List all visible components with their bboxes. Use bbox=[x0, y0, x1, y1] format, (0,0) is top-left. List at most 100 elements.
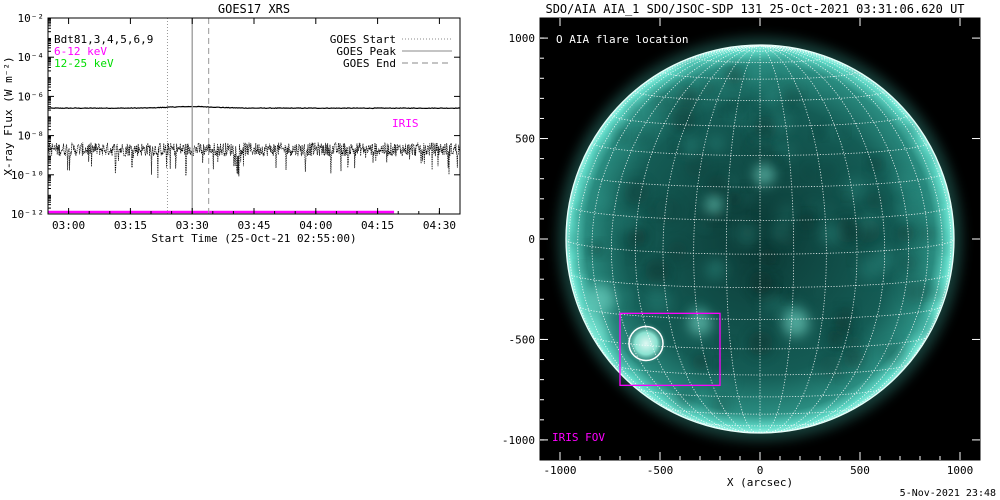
aia-y-tick-label: 0 bbox=[528, 233, 535, 246]
disk-texture-blob bbox=[873, 248, 896, 271]
aia-y-tick-label: 500 bbox=[515, 133, 535, 146]
disk-texture-blob bbox=[826, 329, 845, 348]
aia-solar-disk bbox=[558, 37, 962, 441]
disk-texture-blob bbox=[671, 390, 692, 411]
goes-short-channel-line bbox=[48, 141, 460, 179]
flare-brightening bbox=[623, 321, 669, 366]
goes-y-tick-label: 10⁻⁴ bbox=[18, 51, 45, 64]
longitude-line bbox=[577, 45, 761, 429]
aia-y-tick-label: 1000 bbox=[509, 32, 536, 45]
disk-texture-blob bbox=[717, 360, 727, 370]
aia-x-tick-label: 500 bbox=[850, 464, 870, 477]
longitude-line bbox=[759, 45, 952, 415]
disk-texture-blob bbox=[904, 280, 930, 305]
aia-x-axis-label: X (arcsec) bbox=[727, 476, 793, 489]
goes-x-tick-label: 04:30 bbox=[423, 219, 456, 232]
disk-texture-blob bbox=[645, 288, 671, 314]
aia-axes: -1000 -1000 -500 -500 0 0 500 500 1000 1000 bbox=[502, 18, 980, 477]
disk-texture-blob bbox=[902, 127, 910, 134]
disk-texture-blob bbox=[576, 262, 584, 271]
disk-texture-blob bbox=[901, 256, 917, 272]
disk-texture-blob bbox=[707, 135, 725, 153]
disk-texture-blob bbox=[724, 173, 742, 191]
disk-texture-blob bbox=[704, 258, 727, 281]
disk-texture-blob bbox=[843, 177, 867, 201]
disk-texture-blob bbox=[848, 258, 855, 265]
disk-texture-blob bbox=[827, 121, 848, 141]
goes-x-tick-label: 03:45 bbox=[237, 219, 270, 232]
disk-texture-blob bbox=[761, 292, 784, 314]
disk-texture-blob bbox=[819, 203, 834, 218]
goes-plot-frame bbox=[47, 17, 461, 215]
disk-texture-blob bbox=[839, 127, 848, 136]
legend-goes-start: GOES Start bbox=[330, 33, 396, 46]
disk-texture-blob bbox=[776, 203, 798, 224]
disk-texture-blob bbox=[749, 213, 758, 222]
disk-texture-blob bbox=[620, 146, 633, 158]
disk-texture-blob bbox=[905, 326, 914, 335]
active-region bbox=[753, 164, 775, 186]
disk-texture-blob bbox=[843, 193, 850, 200]
latitude-line bbox=[695, 421, 825, 427]
goes-y-tick-label: 10⁻² bbox=[18, 12, 45, 25]
disk-texture-blob bbox=[813, 126, 825, 138]
active-region bbox=[782, 309, 810, 337]
goes-y-tick-label: 10⁻⁶ bbox=[18, 90, 45, 103]
disk-texture-blob bbox=[774, 156, 785, 167]
footer-date: 5-Nov-2021 23:48 bbox=[900, 488, 996, 499]
goes-right-legend: GOES Start GOES Peak GOES End bbox=[330, 33, 452, 70]
disk-texture-blob bbox=[779, 171, 787, 178]
disk-texture-blob bbox=[641, 144, 651, 154]
disk-texture-blob bbox=[597, 148, 610, 160]
latitude-line bbox=[611, 363, 909, 376]
disk-texture-blob bbox=[701, 81, 716, 96]
disk-texture-blob bbox=[743, 182, 751, 190]
disk-texture-blob bbox=[847, 335, 863, 350]
disk-texture-blob bbox=[667, 240, 688, 262]
disk-texture-blob bbox=[735, 222, 759, 246]
disk-texture-blob bbox=[816, 288, 823, 295]
disk-texture-blob bbox=[858, 211, 879, 232]
disk-texture-blob bbox=[843, 348, 864, 370]
disk-texture-blob bbox=[769, 255, 777, 262]
goes-chart-title: GOES17 XRS bbox=[218, 2, 290, 16]
legend-6-12-kev: 6-12 keV bbox=[54, 45, 107, 58]
disk-texture-blob bbox=[612, 124, 619, 132]
goes-x-tick-label: 03:30 bbox=[176, 219, 209, 232]
goes-x-tick-label: 04:00 bbox=[299, 219, 332, 232]
disk-texture-blob bbox=[761, 84, 785, 109]
goes-y-tick-label: 10⁻¹⁰ bbox=[11, 169, 44, 182]
longitude-line bbox=[591, 45, 761, 432]
disk-texture-blob bbox=[729, 260, 737, 267]
legend-goes-end: GOES End bbox=[343, 57, 396, 70]
disk-texture-blob bbox=[724, 66, 744, 85]
disk-texture-blob bbox=[882, 342, 908, 368]
legend-goes-peak: GOES Peak bbox=[336, 45, 396, 58]
disk-texture-blob bbox=[624, 179, 650, 205]
goes-x-axis-label: Start Time (25-Oct-21 02:55:00) bbox=[151, 232, 356, 245]
disk-texture-blob bbox=[818, 355, 844, 380]
legend-12-25-kev: 12-25 keV bbox=[54, 57, 114, 70]
disk-texture-blob bbox=[586, 243, 597, 255]
disk-texture-blob bbox=[804, 210, 814, 219]
disk-texture-blob bbox=[784, 291, 795, 301]
disk-texture-blob bbox=[659, 205, 669, 215]
goes-xrs-chart: GOES17 XRS 10⁻² 10⁻⁴ 10⁻⁶ 10⁻⁸ 10⁻¹⁰ 10⁻¹² 03… bbox=[2, 2, 461, 245]
goes-y-tick-label: 10⁻¹² bbox=[11, 208, 44, 221]
disk-texture-blob bbox=[807, 198, 822, 213]
disk-texture-blob bbox=[804, 165, 817, 177]
goes-x-tick-label: 03:00 bbox=[52, 219, 85, 232]
disk-texture-blob bbox=[589, 190, 611, 211]
disk-texture-blob bbox=[691, 353, 710, 372]
disk-texture-blob bbox=[922, 236, 942, 256]
goes-x-axis: 03:00 03:15 03:30 03:45 04:00 04:15 04:30 bbox=[47, 18, 461, 232]
longitude-line bbox=[759, 45, 943, 429]
disk-texture-blob bbox=[681, 136, 701, 156]
aia-flare-location-label: O AIA flare location bbox=[556, 33, 688, 46]
latitude-line bbox=[577, 305, 943, 320]
goes-x-tick-label: 04:15 bbox=[361, 219, 394, 232]
disk-texture-blob bbox=[755, 207, 764, 216]
disk-texture-blob bbox=[645, 204, 658, 218]
disk-texture-blob bbox=[819, 221, 844, 246]
